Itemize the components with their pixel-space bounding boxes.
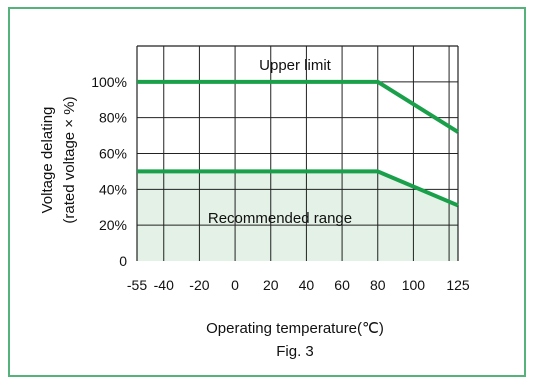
- x-axis-label: Operating temperature(℃): [206, 320, 384, 337]
- y-axis-label-line1: Voltage delating: [39, 107, 56, 214]
- x-tick-label: 80: [370, 277, 386, 293]
- series-label-upper-limit: Upper limit: [259, 57, 332, 74]
- x-tick-label: -55: [127, 277, 147, 293]
- series-label-recommended-range: Recommended range: [208, 210, 352, 227]
- y-tick-label: 0: [119, 253, 127, 269]
- tick-layer: 0 20% 40% 60% 80% 100% -55 -40 -20 0 20 40 60 80 100 12…: [91, 74, 470, 293]
- upper-limit-line: [137, 79, 460, 134]
- x-tick-label: 60: [334, 277, 350, 293]
- y-tick-label: 100%: [91, 74, 127, 90]
- x-tick-label: 40: [299, 277, 315, 293]
- x-tick-label: -20: [189, 277, 209, 293]
- y-tick-label: 20%: [99, 217, 127, 233]
- x-tick-label: 100: [402, 277, 426, 293]
- figure-caption: Fig. 3: [276, 343, 314, 360]
- y-tick-label: 60%: [99, 146, 127, 162]
- x-tick-label: -40: [154, 277, 174, 293]
- x-tick-label: 125: [446, 277, 470, 293]
- recommended-range-line: [137, 169, 459, 208]
- y-axis-label-line2: (rated voltage × %): [61, 96, 78, 223]
- line-layer: [137, 79, 460, 208]
- y-tick-label: 80%: [99, 110, 127, 126]
- x-tick-label: 0: [231, 277, 239, 293]
- y-tick-label: 40%: [99, 181, 127, 197]
- x-tick-label: 20: [263, 277, 279, 293]
